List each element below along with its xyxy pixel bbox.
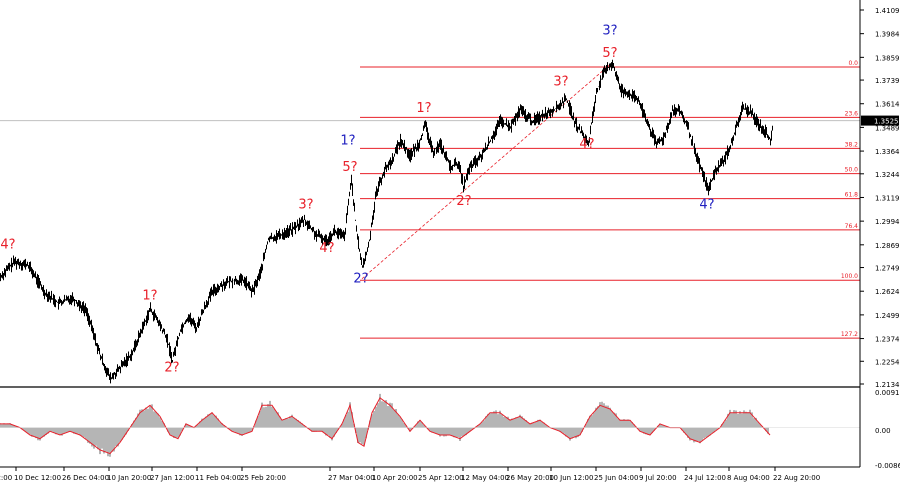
trend-line (361, 62, 613, 280)
current-price-label: 1.3525 (874, 118, 899, 126)
fib-label: 127.2 (841, 331, 858, 338)
fib-label: 50.0 (845, 167, 859, 174)
y-tick-label: 1.2499 (875, 312, 900, 320)
y-tick-label: 1.2374 (875, 336, 900, 344)
y-tick-label: 1.3244 (875, 171, 900, 179)
x-tick-label: 26 May 20:00 (506, 474, 554, 482)
wave-label: 1? (340, 133, 355, 148)
x-tick-label: 8 Aug 04:00 (727, 474, 770, 482)
y-tick-label: 1.3984 (875, 31, 900, 39)
y-tick-label: 1.4109 (875, 7, 900, 15)
current-price-tag (861, 115, 899, 126)
wave-label: 5? (342, 160, 357, 175)
y-tick-label: 1.2134 (875, 381, 900, 389)
wave-label: 1? (416, 101, 431, 116)
x-tick-label: 12 May 04:00 (461, 474, 509, 482)
fib-label: 23.6 (845, 110, 859, 117)
y-tick-label: 1.3739 (875, 77, 900, 85)
y-tick-label: 1.2994 (875, 218, 900, 226)
wave-label: 4? (699, 198, 714, 213)
x-tick-label: 25 Jun 04:00 (594, 474, 638, 482)
wave-label: 4? (579, 137, 594, 152)
x-tick-label: 10 Dec 12:00 (14, 474, 61, 482)
y-tick-label: 1.2749 (875, 265, 900, 273)
x-tick-label: 25 Apr 12:00 (418, 474, 464, 482)
wave-label: 3? (602, 23, 617, 38)
fib-label: 100.0 (841, 273, 858, 280)
fib-label: 0.0 (848, 60, 858, 67)
x-tick-label: 12:00 (0, 474, 12, 482)
x-tick-label: 22 Aug 20:00 (773, 474, 820, 482)
y-tick-label: 1.2624 (875, 288, 900, 296)
price-candles (0, 59, 773, 384)
price-pane: 0.0 23.6 38.2 50.0 61.8 76.4 100.0 127.2 4? 1? 2? 3… (0, 23, 860, 384)
oscillator-pane (0, 393, 860, 457)
y-tick-label: 1.2869 (875, 242, 900, 250)
osc-y-tick-label: 0.00 (875, 427, 891, 435)
y-tick-label: 1.3489 (875, 124, 900, 132)
wave-label: 2? (353, 271, 368, 286)
wave-label: 3? (553, 75, 568, 90)
y-tick-label: 1.3119 (875, 194, 900, 202)
y-tick-label: 1.3859 (875, 54, 900, 62)
x-tick-label: 26 Dec 04:00 (62, 474, 109, 482)
y-tick-label: 1.3364 (875, 148, 900, 156)
wave-label: 2? (164, 361, 179, 376)
y-tick-label: 1.2254 (875, 358, 900, 366)
y-tick-label: 1.3614 (875, 101, 900, 109)
x-tick-label: 10 Jan 20:00 (107, 474, 151, 482)
fib-label: 61.8 (845, 192, 859, 199)
wave-label: 4? (0, 237, 15, 252)
osc-y-tick-label: -0.00862 (875, 462, 900, 470)
x-tick-label: 25 Feb 20:00 (240, 474, 286, 482)
wave-label: 1? (142, 289, 157, 304)
x-tick-label: 9 Jul 20:00 (639, 474, 677, 482)
wave-label: 4? (319, 241, 334, 256)
x-tick-label: 10 Apr 20:00 (372, 474, 418, 482)
wave-label: 2? (456, 194, 471, 209)
osc-y-tick-label: 0.0091 (875, 389, 900, 397)
wave-label: 3? (298, 198, 313, 213)
x-tick-label: 24 Jul 12:00 (684, 474, 726, 482)
x-tick-label: 27 Jan 12:00 (150, 474, 194, 482)
oscillator-signal (0, 397, 771, 455)
fib-label: 38.2 (845, 141, 859, 148)
x-tick-label: 11 Feb 04:00 (195, 474, 241, 482)
fib-label: 76.4 (845, 223, 859, 230)
x-tick-label: 27 Mar 04:00 (328, 474, 375, 482)
x-tick-label: 10 Jun 12:00 (549, 474, 593, 482)
wave-label: 5? (602, 46, 617, 61)
